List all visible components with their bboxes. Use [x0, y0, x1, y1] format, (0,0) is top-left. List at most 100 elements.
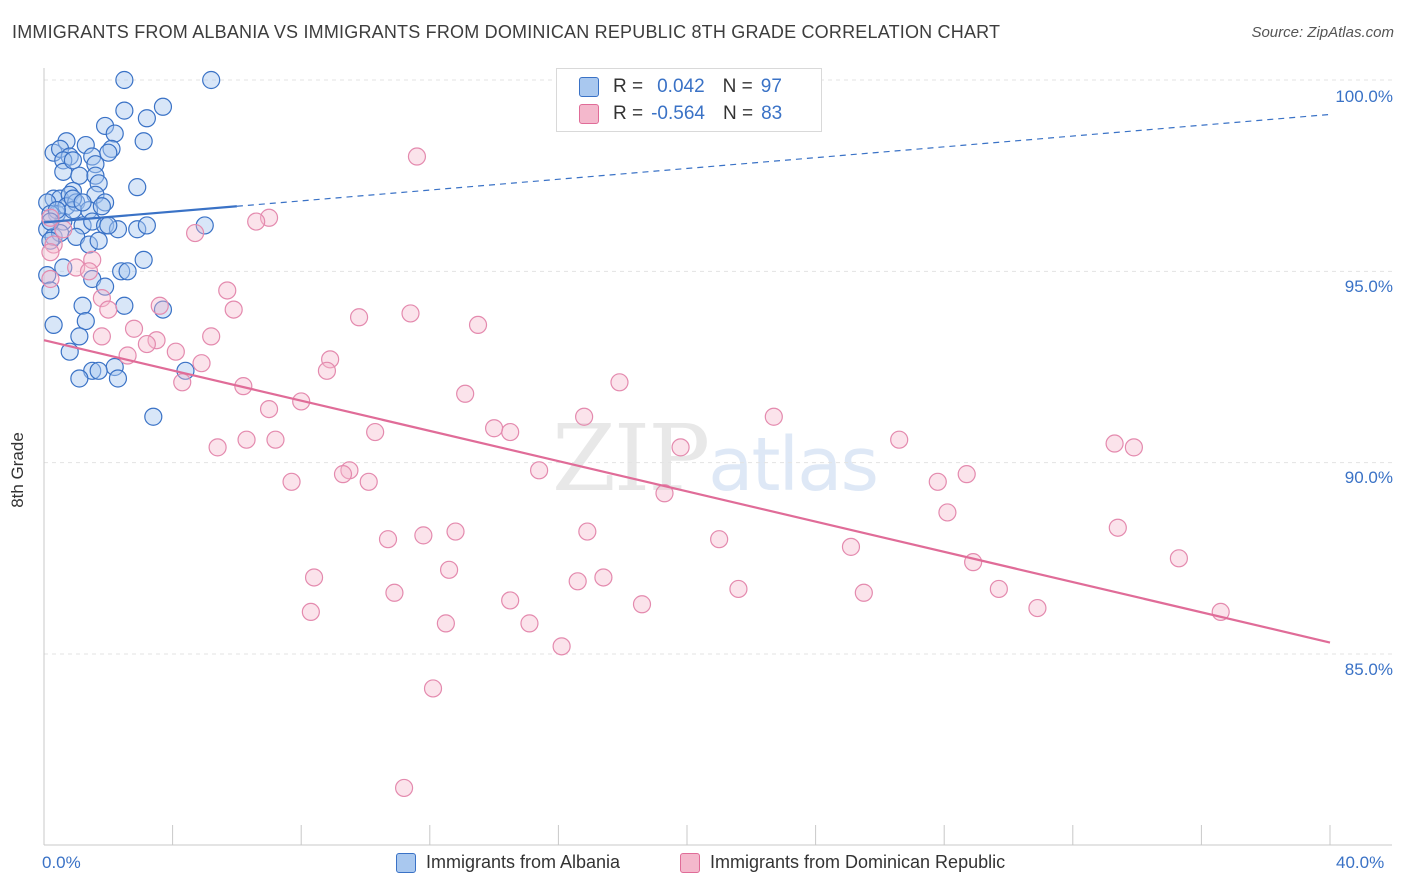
albania-point: [63, 189, 83, 208]
x-tick-label-max: 40.0%: [1336, 853, 1385, 872]
dominican-point: [436, 614, 455, 633]
dominican-point: [192, 354, 211, 373]
dominican-point: [890, 430, 909, 449]
dominican-point: [530, 461, 549, 480]
albania-point: [128, 220, 147, 239]
albania-point: [153, 97, 173, 116]
legend-swatch-albania: [579, 77, 599, 97]
dominican-point: [304, 568, 324, 587]
dominican-point: [237, 430, 256, 449]
dominican-point: [655, 484, 674, 503]
albania-point: [134, 132, 153, 151]
bottom-legend-label-albania: Immigrants from Albania: [426, 852, 621, 872]
legend-row-albania: R = 0.042 N = 97: [579, 74, 782, 100]
dominican-point: [186, 223, 205, 243]
dominican-point: [385, 583, 404, 602]
dominican-point: [317, 361, 337, 380]
dominican-point: [414, 526, 433, 545]
albania-point: [105, 124, 124, 143]
albania-point: [70, 369, 89, 388]
dominican-point: [259, 399, 279, 419]
dominican-point: [224, 300, 243, 319]
dominican-point: [764, 407, 783, 426]
albania-point: [134, 250, 153, 269]
dominican-point: [710, 530, 729, 549]
albania-point: [70, 327, 89, 346]
dominican-point: [938, 503, 957, 522]
albania-point: [115, 296, 134, 315]
dominican-point: [1028, 598, 1047, 618]
dominican-point: [124, 319, 144, 338]
albania-point: [202, 70, 221, 90]
dominican-point: [468, 315, 488, 335]
albania-point: [144, 407, 163, 426]
dominican-trend-line: [43, 339, 1331, 644]
albania-point: [63, 151, 83, 170]
dominican-point: [173, 373, 192, 392]
y-axis-label: 8th Grade: [8, 432, 27, 508]
watermark-atlas: atlas: [708, 422, 879, 508]
albania-point: [44, 315, 63, 335]
dominican-point: [218, 281, 237, 300]
y-tick-label-100: 100.0%: [1335, 87, 1393, 106]
legend-row-dominican: R = -0.564 N = 83: [579, 101, 782, 127]
source-label: Source: ZipAtlas.com: [1251, 24, 1394, 41]
dominican-point: [166, 342, 185, 361]
dominican-point: [321, 350, 340, 369]
dominican-point: [266, 430, 285, 449]
dominican-point: [99, 300, 118, 319]
dominican-point: [301, 602, 320, 622]
albania-point: [128, 178, 147, 197]
legend-n-value-albania: 97: [760, 76, 782, 97]
dominican-point: [578, 522, 597, 541]
dominican-point: [282, 472, 301, 491]
dominican-point: [1169, 549, 1188, 568]
legend-r-label: R =: [613, 76, 644, 97]
albania-point: [118, 262, 137, 281]
dominican-point: [854, 583, 873, 602]
dominican-point: [208, 438, 227, 457]
dominican-point: [79, 262, 99, 281]
albania-point: [95, 277, 115, 296]
albania-trend-line: [43, 205, 237, 224]
albania-point: [50, 139, 70, 158]
albania-point: [115, 70, 134, 90]
albania-point: [99, 216, 118, 235]
albania-point: [73, 216, 92, 235]
dominican-point: [333, 465, 353, 484]
dominican-point: [501, 422, 520, 442]
legend-n-value-dominican: 83: [761, 103, 783, 124]
legend-r-value-dominican: -0.564: [651, 103, 705, 124]
dominican-point: [378, 530, 398, 549]
legend-r-value-albania: 0.042: [657, 76, 705, 97]
dominican-point: [359, 472, 378, 491]
albania-point: [95, 116, 115, 136]
albania-point: [89, 361, 108, 380]
dominican-point: [83, 250, 102, 269]
dominican-point: [137, 334, 156, 354]
albania-point: [137, 109, 156, 128]
dominican-point: [989, 579, 1008, 599]
dominican-point: [1105, 434, 1124, 453]
dominican-point: [41, 243, 60, 262]
dominican-point: [401, 304, 420, 323]
legend-n-label: N =: [722, 103, 754, 124]
dominican-point: [150, 296, 169, 315]
bottom-legend-albania: Immigrants from Albania: [396, 852, 620, 873]
albania-point: [79, 235, 99, 254]
albania-point: [73, 296, 92, 315]
y-tick-label-95: 95.0%: [1344, 277, 1393, 296]
bottom-legend-dominican: Immigrants from Dominican Republic: [680, 852, 1005, 873]
dominican-point: [446, 522, 465, 541]
dominican-point: [520, 614, 539, 633]
watermark: ZIPatlas: [552, 405, 879, 512]
y-tick-label-85: 85.0%: [1344, 660, 1393, 679]
dominican-point: [92, 327, 111, 346]
legend-r-label: R =: [613, 103, 644, 124]
bottom-legend-swatch-dominican: [680, 852, 700, 873]
bottom-legend-label-dominican: Immigrants from Dominican Republic: [710, 852, 1006, 872]
legend-swatch-dominican: [579, 104, 599, 124]
dominican-point: [671, 438, 690, 457]
stats-legend: R = 0.042 N = 97 R = -0.564 N = 83: [556, 68, 822, 132]
